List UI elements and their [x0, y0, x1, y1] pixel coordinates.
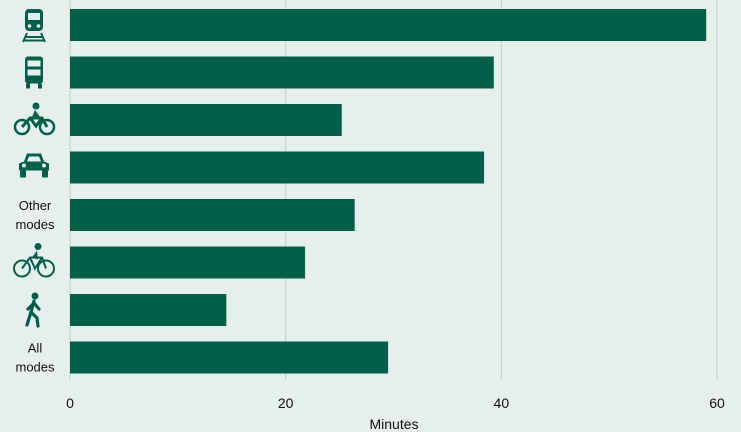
car-icon: [19, 153, 49, 178]
bar: [70, 9, 707, 41]
bus-icon: [25, 56, 43, 89]
walking-icon: [25, 292, 41, 328]
bar: [70, 341, 389, 374]
x-tick-label: 20: [278, 395, 294, 411]
x-axis-label: Minutes: [369, 416, 418, 432]
train-icon: [22, 9, 46, 43]
x-tick-labels: 0 20 40 60: [66, 395, 725, 411]
bar: [70, 151, 485, 184]
category-labels: Other modes All modes: [13, 9, 56, 375]
x-tick-label: 60: [709, 395, 725, 411]
x-tick-label: 40: [494, 395, 510, 411]
motorcycle-icon: [13, 102, 56, 136]
bars: [70, 9, 707, 374]
bar: [70, 56, 494, 89]
bicycle-icon: [13, 243, 55, 278]
category-label: Other modes: [15, 198, 55, 232]
bar: [70, 294, 227, 326]
bar: [70, 199, 355, 231]
bar: [70, 246, 306, 279]
x-tick-label: 0: [66, 395, 74, 411]
category-label: All modes: [15, 341, 55, 375]
bar: [70, 104, 342, 136]
